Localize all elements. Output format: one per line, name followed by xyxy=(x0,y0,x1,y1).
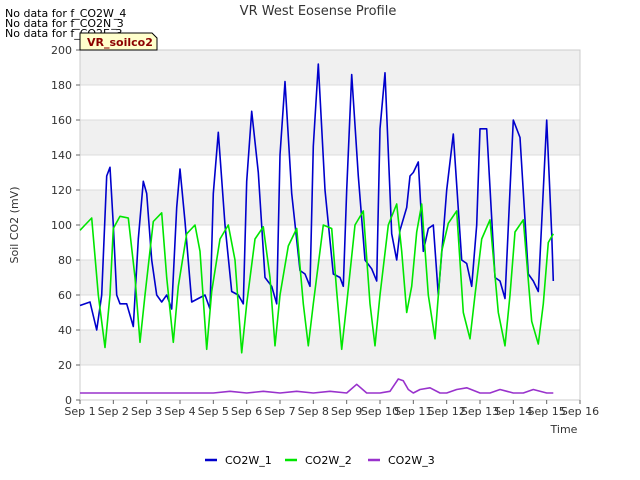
y-tick-label-140: 140 xyxy=(51,149,72,162)
legend-label-CO2W_3: CO2W_3 xyxy=(388,454,435,467)
legend-item-CO2W_3: CO2W_3 xyxy=(368,454,435,467)
y-tick-label-200: 200 xyxy=(51,44,72,57)
y-tick-label-100: 100 xyxy=(51,219,72,232)
legend: CO2W_1 CO2W_2 CO2W_3 xyxy=(205,454,435,467)
x-tick-label-0: Sep 1 xyxy=(64,405,95,418)
band-140 xyxy=(80,120,580,155)
series-line-CO2W_2 xyxy=(79,203,554,354)
x-tick-label-9: Sep 10 xyxy=(361,405,399,418)
x-tick-label-4: Sep 5 xyxy=(198,405,229,418)
site-label-box: VR_soilco2 xyxy=(79,32,158,51)
legend-label-CO2W_2: CO2W_2 xyxy=(305,454,352,467)
x-tick-label-13: Sep 14 xyxy=(494,405,532,418)
legend-item-CO2W_1: CO2W_1 xyxy=(205,454,272,467)
y-tick-label-0: 0 xyxy=(65,394,72,407)
legend-label-CO2W_1: CO2W_1 xyxy=(225,454,272,467)
x-tick-label-2: Sep 3 xyxy=(131,405,162,418)
y-tick-label-60: 60 xyxy=(58,289,72,302)
x-axis-ticks: Sep 1 Sep 2 Sep 3 Sep 4 Sep 5 Sep 6 Sep 7 Sep 8… xyxy=(64,400,599,418)
x-tick-label-7: Sep 8 xyxy=(298,405,329,418)
x-tick-label-10: Sep 11 xyxy=(394,405,432,418)
x-tick-label-8: Sep 9 xyxy=(331,405,362,418)
x-tick-label-12: Sep 13 xyxy=(461,405,499,418)
x-tick-label-1: Sep 2 xyxy=(98,405,129,418)
no-data-message-1: No data for f_CO2W_4 xyxy=(5,7,127,20)
y-tick-label-40: 40 xyxy=(58,324,72,337)
series-line-CO2W_3 xyxy=(80,378,554,394)
plot-background-bands xyxy=(80,50,580,365)
x-tick-label-3: Sep 4 xyxy=(164,405,195,418)
band-20 xyxy=(80,330,580,365)
x-tick-label-11: Sep 12 xyxy=(428,405,466,418)
band-180 xyxy=(80,50,580,85)
x-axis-title: Time xyxy=(550,423,578,436)
y-axis-title: Soil CO2 (mV) xyxy=(8,187,21,264)
y-tick-label-20: 20 xyxy=(58,359,72,372)
no-data-message-2: No data for f_CO2N_3 xyxy=(5,17,124,30)
legend-item-CO2W_2: CO2W_2 xyxy=(285,454,352,467)
y-tick-label-180: 180 xyxy=(51,79,72,92)
x-tick-label-5: Sep 6 xyxy=(231,405,262,418)
site-label: VR_soilco2 xyxy=(87,36,153,49)
y-tick-label-80: 80 xyxy=(58,254,72,267)
x-tick-label-15: Sep 16 xyxy=(561,405,599,418)
series-line-CO2W_1 xyxy=(79,63,555,331)
x-tick-label-14: Sep 15 xyxy=(528,405,566,418)
y-tick-label-160: 160 xyxy=(51,114,72,127)
series-layer xyxy=(79,63,555,394)
y-axis-ticks: 0 20 40 60 80 100 120 140 160 180 200 xyxy=(51,44,80,407)
x-tick-label-6: Sep 7 xyxy=(264,405,295,418)
chart-title: VR West Eosense Profile xyxy=(240,4,397,19)
band-100 xyxy=(80,190,580,225)
y-tick-label-120: 120 xyxy=(51,184,72,197)
